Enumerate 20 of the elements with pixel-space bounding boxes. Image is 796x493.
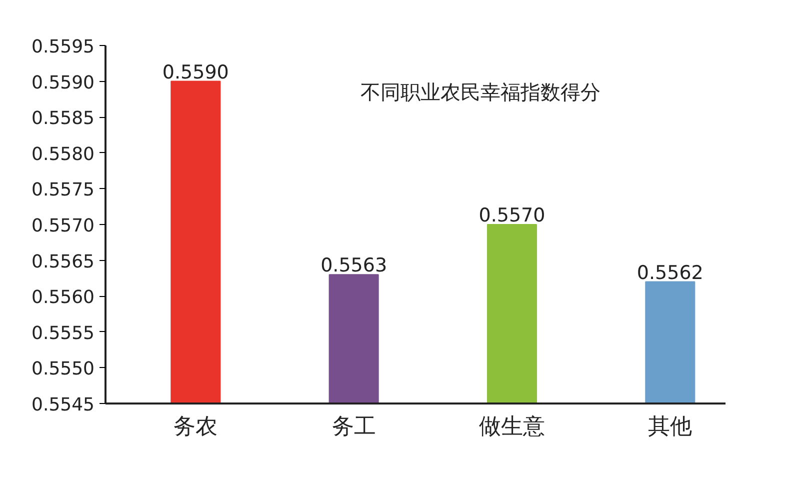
data-label: 0.5562	[636, 262, 704, 284]
data-label: 0.5570	[478, 204, 546, 226]
x-tick-label: 做生意	[478, 414, 545, 440]
y-tick-label: 0.5550	[32, 358, 94, 380]
data-label: 0.5590	[162, 61, 229, 84]
data-label: 0.5563	[320, 254, 388, 277]
y-tick-label: 0.5565	[32, 251, 94, 272]
y-tick-label: 0.5590	[32, 72, 94, 94]
x-tick-label: 务农	[174, 414, 218, 440]
y-tick-label: 0.5585	[32, 108, 94, 130]
x-tick-label: 其他	[648, 414, 692, 440]
y-tick-label: 0.5595	[32, 36, 94, 58]
x-tick-label: 务工	[332, 414, 376, 440]
y-tick-label: 0.5545	[32, 394, 94, 416]
y-tick-label: 0.5575	[32, 180, 94, 201]
text: 不同职业农民幸福指数得分	[360, 80, 600, 104]
y-tick-label: 0.5570	[32, 216, 94, 236]
y-tick-label: 0.5560	[32, 287, 94, 308]
y-tick-label: 0.5555	[32, 322, 94, 344]
y-tick-label: 0.5580	[32, 144, 94, 165]
